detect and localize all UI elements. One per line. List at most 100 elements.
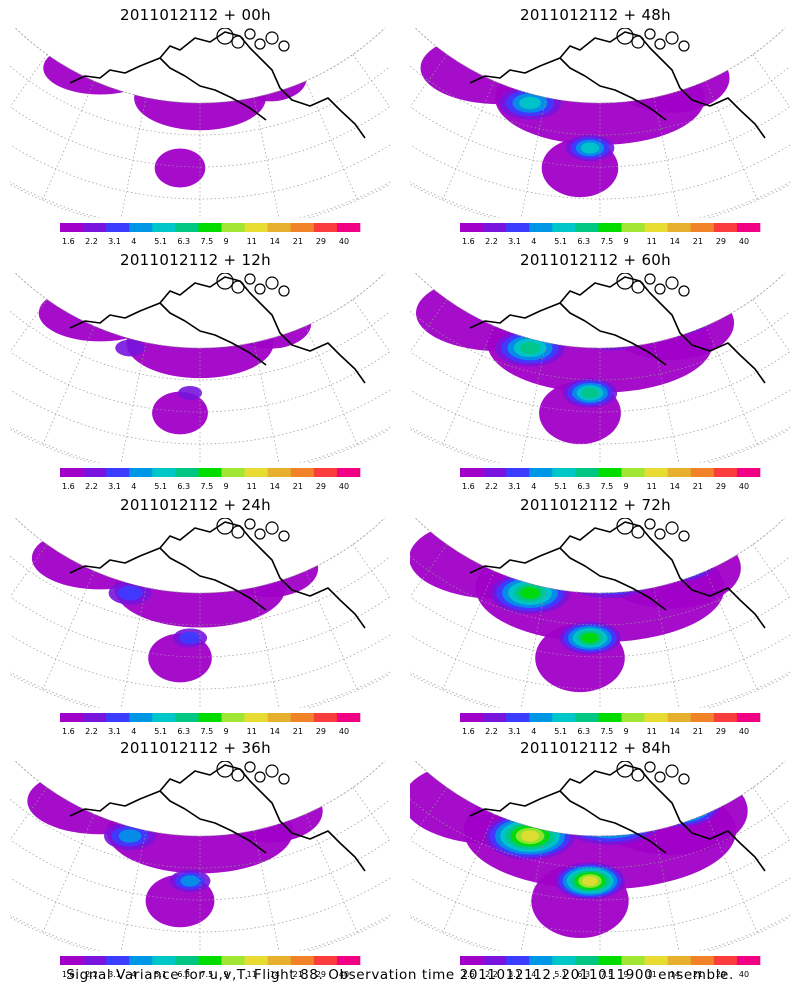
colorbar-swatch (598, 468, 622, 477)
colorbar-swatch (175, 223, 199, 232)
colorbar-swatch (483, 223, 507, 232)
colorbar-swatch (667, 713, 692, 722)
colorbar-swatch (175, 956, 199, 965)
colorbar: 1.6 2.2 3.1 4 5.1 6.3 7.5 9 11 14 21 29 40 (60, 956, 361, 979)
colorbar-label: 14 (270, 727, 280, 736)
colorbar: 1.6 2.2 3.1 4 5.1 6.3 7.5 9 11 14 21 29 40 (60, 223, 361, 246)
colorbar-label: 40 (339, 237, 349, 246)
coastline (469, 276, 766, 384)
colorbar-label: 1.6 (62, 970, 75, 979)
colorbar-swatch (129, 956, 153, 965)
colorbar-swatch (506, 956, 530, 965)
colorbar-swatch (221, 468, 245, 477)
colorbar-label: 40 (339, 727, 349, 736)
colorbar-label: 11 (647, 970, 657, 979)
colorbar-swatch (336, 468, 361, 477)
footer-caption: Signal Variance for u,v,T. Flight 88. Ob… (66, 967, 734, 983)
polar-map (410, 518, 790, 708)
colorbar-label: 1.6 (62, 482, 75, 491)
colorbar-swatch (460, 956, 484, 965)
colorbar-swatch (106, 956, 130, 965)
colorbar-label: 40 (339, 970, 349, 979)
colorbar-swatch (598, 956, 622, 965)
arctic-islands (216, 518, 290, 542)
colorbar-swatch (552, 468, 576, 477)
colorbar-label: 9 (224, 482, 229, 491)
colorbar-swatch (598, 223, 622, 232)
colorbar: 1.6 2.2 3.1 4 5.1 6.3 7.5 9 11 14 21 29 40 (460, 956, 761, 979)
colorbar-label: 6.3 (177, 482, 190, 491)
colorbar-swatch (575, 223, 599, 232)
colorbar-label: 6.3 (177, 237, 190, 246)
colorbar-label: 6.3 (577, 482, 590, 491)
colorbar-swatch (106, 468, 130, 477)
colorbar-swatch (290, 956, 315, 965)
colorbar-label: 29 (716, 237, 726, 246)
colorbar-swatch (736, 223, 761, 232)
forecast-panel: 2011012112 + 12h 1.6 2.2 3.1 4 5.1 6.3 7.5 9 11 14… (10, 245, 390, 491)
colorbar-label: 3.1 (108, 237, 121, 246)
panel-title: 2011012112 + 48h (520, 6, 671, 24)
colorbar-swatch (129, 713, 153, 722)
colorbar-label: 29 (316, 482, 326, 491)
colorbar-swatch (621, 956, 645, 965)
variance-field (420, 31, 730, 198)
panel-title: 2011012112 + 84h (520, 739, 671, 757)
colorbar-label: 29 (316, 727, 326, 736)
colorbar-swatch (60, 468, 84, 477)
colorbar-label: 1.6 (462, 727, 475, 736)
graticule (10, 273, 390, 463)
colorbar-label: 5.1 (554, 237, 567, 246)
colorbar-label: 2.2 (485, 970, 498, 979)
variance-field (27, 767, 323, 928)
colorbar-label: 3.1 (108, 970, 121, 979)
colorbar-swatch (529, 468, 553, 477)
colorbar-swatch (644, 956, 668, 965)
colorbar-label: 14 (670, 727, 680, 736)
colorbar-label: 7.5 (200, 970, 213, 979)
colorbar-label: 9 (624, 482, 629, 491)
colorbar-swatch (83, 956, 107, 965)
colorbar-label: 7.5 (600, 727, 613, 736)
colorbar-swatch (290, 713, 315, 722)
colorbar-label: 9 (624, 727, 629, 736)
panel-title: 2011012112 + 12h (120, 251, 271, 269)
colorbar-label: 29 (316, 970, 326, 979)
colorbar-swatch (198, 468, 222, 477)
colorbar-swatch (736, 468, 761, 477)
colorbar-label: 4 (531, 482, 536, 491)
colorbar-swatch (621, 223, 645, 232)
graticule (410, 273, 790, 463)
forecast-panel: 2011012112 + 72h 1.6 2.2 3.1 4 5.1 6.3 7.5 9 11 14… (410, 490, 790, 736)
colorbar-label: 21 (693, 970, 703, 979)
colorbar-label: 21 (693, 727, 703, 736)
colorbar-swatch (198, 713, 222, 722)
colorbar-label: 2.2 (85, 237, 98, 246)
colorbar-label: 29 (316, 237, 326, 246)
colorbar-swatch (267, 956, 292, 965)
colorbar-label: 5.1 (154, 482, 167, 491)
colorbar-swatch (221, 956, 245, 965)
colorbar-label: 9 (624, 237, 629, 246)
colorbar-swatch (244, 468, 268, 477)
colorbar-label: 1.6 (62, 727, 75, 736)
arctic-islands (616, 518, 690, 542)
colorbar-swatch (506, 713, 530, 722)
colorbar-label: 4 (131, 727, 136, 736)
colorbar-swatch (713, 956, 738, 965)
colorbar-swatch (313, 468, 338, 477)
colorbar-swatch (129, 468, 153, 477)
colorbar-swatch (667, 956, 692, 965)
colorbar-swatch (221, 713, 245, 722)
forecast-panel: 2011012112 + 36h 1.6 2.2 3.1 4 5.1 6.3 7.5 9 11 14… (10, 733, 390, 979)
colorbar-swatch (83, 223, 107, 232)
colorbar-swatch (313, 223, 338, 232)
colorbar-label: 7.5 (600, 237, 613, 246)
colorbar-label: 11 (647, 237, 657, 246)
forecast-panel: 2011012112 + 60h 1.6 2.2 3.1 4 5.1 6.3 7.5 9 11 14… (410, 245, 790, 491)
colorbar-label: 4 (131, 482, 136, 491)
colorbar-swatch (152, 223, 176, 232)
colorbar-swatch (60, 713, 84, 722)
colorbar-swatch (221, 223, 245, 232)
colorbar-swatch (244, 713, 268, 722)
